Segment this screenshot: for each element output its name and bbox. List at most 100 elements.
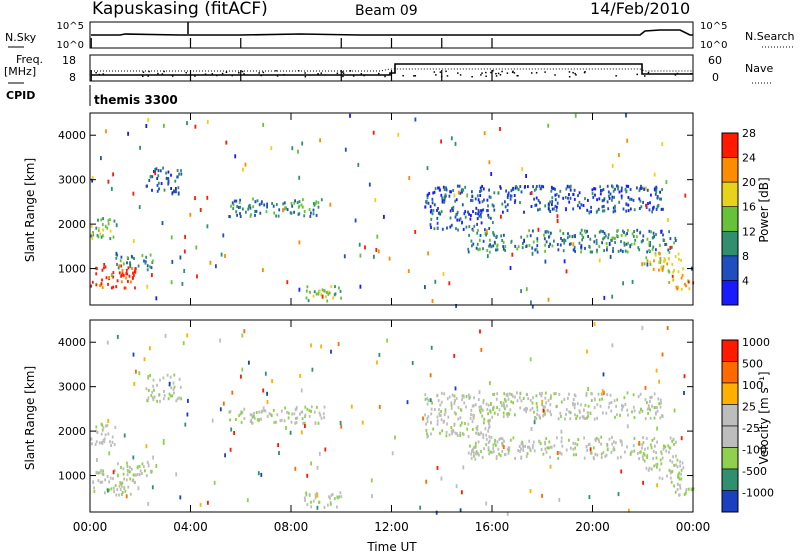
data-cell bbox=[254, 200, 257, 204]
data-cell bbox=[364, 245, 366, 250]
power-x-ticks bbox=[89, 113, 694, 305]
data-cell bbox=[611, 195, 614, 199]
data-cell bbox=[327, 503, 329, 507]
data-cell bbox=[310, 211, 312, 215]
data-cell bbox=[532, 229, 534, 233]
data-cell bbox=[612, 189, 615, 193]
data-cell bbox=[330, 493, 333, 497]
data-cell bbox=[163, 123, 165, 128]
data-cell bbox=[488, 439, 491, 443]
data-cell bbox=[660, 462, 663, 466]
data-cell bbox=[159, 399, 161, 403]
data-cell bbox=[164, 333, 167, 338]
data-cell bbox=[583, 436, 585, 440]
data-cell bbox=[519, 406, 522, 410]
data-cell bbox=[307, 299, 310, 303]
data-cell bbox=[397, 132, 400, 137]
data-cell bbox=[179, 495, 182, 500]
data-cell bbox=[530, 300, 532, 305]
data-cell bbox=[571, 235, 574, 239]
data-cell bbox=[554, 204, 557, 208]
data-cell bbox=[533, 420, 536, 425]
data-cell bbox=[167, 397, 170, 401]
nave-point bbox=[414, 75, 417, 77]
data-cell bbox=[611, 198, 613, 202]
data-cell bbox=[522, 242, 524, 245]
data-cell bbox=[422, 416, 424, 421]
data-cell bbox=[643, 262, 646, 266]
data-cell bbox=[547, 207, 550, 211]
data-cell bbox=[680, 258, 682, 262]
data-cell bbox=[139, 145, 141, 150]
data-cell bbox=[178, 396, 181, 400]
data-cell bbox=[142, 465, 145, 469]
data-cell bbox=[489, 418, 491, 422]
data-cell bbox=[263, 409, 265, 413]
data-cell bbox=[183, 269, 186, 273]
data-cell bbox=[424, 397, 427, 401]
data-cell bbox=[584, 246, 586, 250]
data-cell bbox=[557, 248, 560, 252]
data-cell bbox=[492, 244, 495, 248]
data-cell bbox=[110, 186, 113, 191]
data-cell bbox=[502, 210, 504, 214]
data-cell bbox=[444, 193, 447, 197]
data-cell bbox=[492, 450, 495, 454]
data-cell bbox=[613, 399, 616, 403]
data-cell bbox=[551, 207, 554, 211]
nave-point bbox=[513, 72, 516, 74]
data-cell bbox=[134, 480, 136, 484]
data-cell bbox=[653, 392, 656, 396]
data-cell bbox=[468, 225, 471, 229]
data-cell bbox=[502, 402, 505, 406]
data-cell bbox=[685, 284, 687, 288]
data-cell bbox=[525, 174, 527, 178]
data-cell bbox=[430, 226, 432, 229]
data-cell bbox=[555, 209, 558, 212]
data-cell bbox=[439, 413, 442, 417]
data-cell bbox=[297, 205, 300, 209]
data-cell bbox=[459, 416, 462, 420]
data-cell bbox=[135, 369, 137, 374]
x-tick-label: 04:00 bbox=[173, 520, 208, 534]
data-cell bbox=[443, 198, 446, 202]
data-cell bbox=[436, 465, 439, 470]
data-cell bbox=[145, 255, 148, 259]
data-cell bbox=[556, 205, 558, 209]
data-cell bbox=[498, 408, 501, 412]
data-cell bbox=[651, 438, 654, 442]
data-cell bbox=[625, 189, 628, 193]
data-cell bbox=[664, 243, 667, 246]
data-cell bbox=[180, 397, 183, 401]
data-cell bbox=[101, 278, 103, 282]
data-cell bbox=[504, 399, 507, 403]
nave-point bbox=[157, 72, 159, 75]
data-cell bbox=[90, 224, 93, 228]
data-cell bbox=[485, 437, 488, 441]
data-cell bbox=[598, 258, 601, 263]
data-cell bbox=[220, 252, 223, 257]
data-cell bbox=[106, 340, 109, 345]
data-cell bbox=[668, 257, 670, 261]
data-cell bbox=[622, 207, 625, 211]
data-cell bbox=[501, 437, 504, 441]
data-cell bbox=[104, 478, 106, 482]
data-cell bbox=[310, 500, 312, 504]
data-cell bbox=[149, 253, 152, 257]
data-cell bbox=[91, 176, 94, 180]
data-cell bbox=[474, 197, 477, 201]
data-cell bbox=[665, 449, 668, 453]
data-cell bbox=[547, 297, 550, 302]
data-cell bbox=[494, 441, 496, 445]
data-cell bbox=[112, 285, 115, 289]
data-cell bbox=[617, 229, 619, 232]
data-cell bbox=[624, 403, 627, 406]
data-cell bbox=[567, 232, 569, 236]
data-cell bbox=[585, 229, 587, 233]
data-cell bbox=[621, 443, 623, 447]
data-cell bbox=[509, 194, 512, 198]
data-cell bbox=[549, 455, 551, 459]
data-cell bbox=[576, 414, 579, 418]
data-cell bbox=[179, 385, 182, 389]
data-cell bbox=[525, 455, 528, 459]
